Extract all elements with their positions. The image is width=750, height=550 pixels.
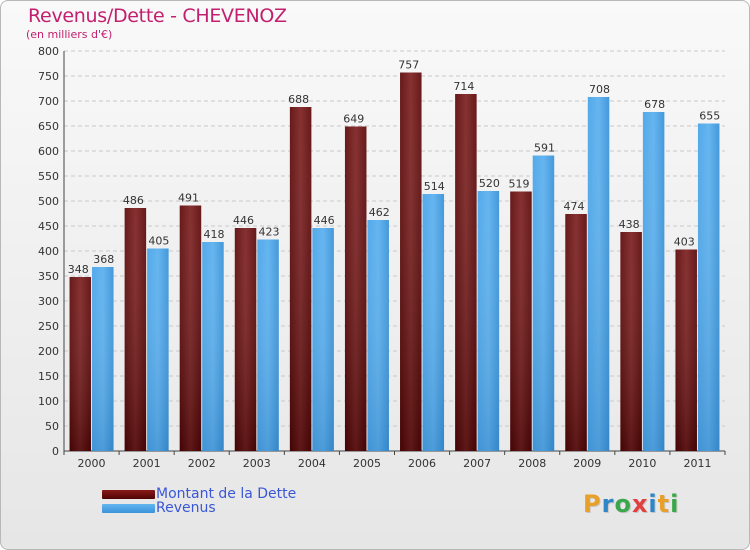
legend-label-dette: Montant de la Dette [156, 486, 297, 502]
y-tick-label: 150 [38, 370, 59, 383]
bar-revenus-shade [477, 191, 500, 451]
data-label-dette: 446 [233, 214, 254, 227]
bar-dette-shade [124, 208, 147, 451]
y-tick-label: 400 [38, 245, 59, 258]
x-tick-label: 2006 [408, 457, 436, 470]
bar-dette-shade [675, 249, 697, 451]
x-tick-label: 2010 [628, 457, 656, 470]
bar-revenus-shade [312, 228, 334, 451]
logo-letter: t [657, 490, 671, 518]
bar-dette-shade [289, 107, 312, 451]
y-tick-label: 500 [38, 195, 59, 208]
y-tick-label: 100 [38, 395, 59, 408]
data-label-dette: 757 [398, 59, 419, 72]
data-label-dette: 474 [564, 200, 585, 213]
y-tick-label: 700 [38, 95, 59, 108]
bar-dette-shade [234, 228, 257, 451]
y-tick-label: 350 [38, 270, 59, 283]
x-tick-label: 2011 [683, 457, 711, 470]
data-label-revenus: 520 [479, 177, 500, 190]
bar-dette-shade [455, 94, 477, 451]
logo-letter: i [648, 490, 658, 518]
bar-revenus-shade [147, 248, 169, 451]
logo-letter: x [631, 490, 649, 518]
legend-swatch-dette [102, 490, 155, 499]
data-label-revenus: 514 [424, 180, 445, 193]
logo-letter: r [601, 490, 615, 518]
y-tick-label: 750 [38, 70, 59, 83]
data-label-revenus: 655 [699, 110, 720, 123]
legend-swatch-revenus [102, 504, 155, 513]
data-label-dette: 649 [343, 113, 364, 126]
y-tick-label: 550 [38, 170, 59, 183]
data-label-revenus: 405 [148, 235, 169, 248]
data-label-revenus: 446 [314, 214, 335, 227]
logo-letter: P [583, 490, 602, 518]
bar-dette-shade [344, 126, 367, 451]
x-tick-label: 2007 [463, 457, 491, 470]
x-tick-label: 2002 [188, 457, 216, 470]
y-tick-label: 600 [38, 145, 59, 158]
x-tick-label: 2003 [243, 457, 271, 470]
logo-letter: o [614, 490, 632, 518]
bar-revenus-shade [92, 267, 114, 451]
logo-letter: i [670, 490, 680, 518]
y-tick-label: 650 [38, 120, 59, 133]
y-tick-label: 0 [52, 445, 59, 458]
bar-dette-shade [69, 277, 92, 451]
data-label-revenus: 708 [589, 83, 610, 96]
x-tick-label: 2005 [353, 457, 381, 470]
y-tick-label: 450 [38, 220, 59, 233]
bar-revenus-shade [697, 123, 720, 451]
y-tick-label: 300 [38, 295, 59, 308]
bar-revenus-shade [367, 220, 389, 451]
bar-dette-shade [620, 232, 642, 451]
data-label-revenus: 678 [644, 98, 665, 111]
x-tick-label: 2009 [573, 457, 601, 470]
x-tick-label: 2000 [78, 457, 106, 470]
x-tick-label: 2008 [518, 457, 546, 470]
data-label-dette: 491 [178, 192, 199, 205]
bar-dette-shade [400, 72, 422, 451]
x-tick-label: 2004 [298, 457, 326, 470]
chart-subtitle: (en milliers d'€) [26, 28, 113, 41]
bar-dette-shade [510, 191, 532, 451]
x-tick-label: 2001 [133, 457, 161, 470]
bar-dette-shade [565, 214, 587, 451]
data-label-revenus: 368 [93, 253, 114, 266]
chart-title: Revenus/Dette - CHEVENOZ [28, 5, 287, 27]
bar-revenus-shade [642, 112, 665, 451]
data-label-dette: 348 [68, 263, 89, 276]
y-tick-label: 250 [38, 320, 59, 333]
bar-revenus-shade [422, 194, 445, 451]
y-tick-label: 200 [38, 345, 59, 358]
data-label-revenus: 418 [203, 228, 224, 241]
data-label-dette: 714 [453, 80, 474, 93]
legend-label-revenus: Revenus [156, 500, 216, 516]
bar-revenus-shade [257, 239, 279, 451]
y-tick-label: 800 [38, 45, 59, 58]
data-label-dette: 486 [123, 194, 144, 207]
bar-revenus-shade [587, 97, 610, 451]
data-label-dette: 519 [508, 178, 529, 191]
data-label-revenus: 462 [369, 206, 390, 219]
data-label-revenus: 423 [259, 226, 280, 239]
data-label-revenus: 591 [534, 142, 555, 155]
data-label-dette: 403 [674, 236, 695, 249]
data-label-dette: 688 [288, 93, 309, 106]
data-label-dette: 438 [619, 218, 640, 231]
bar-revenus-shade [532, 155, 555, 451]
bar-revenus-shade [202, 242, 224, 451]
y-tick-label: 50 [45, 420, 59, 433]
proxiti-logo: Proxiti [583, 490, 679, 518]
bar-dette-shade [179, 205, 202, 451]
